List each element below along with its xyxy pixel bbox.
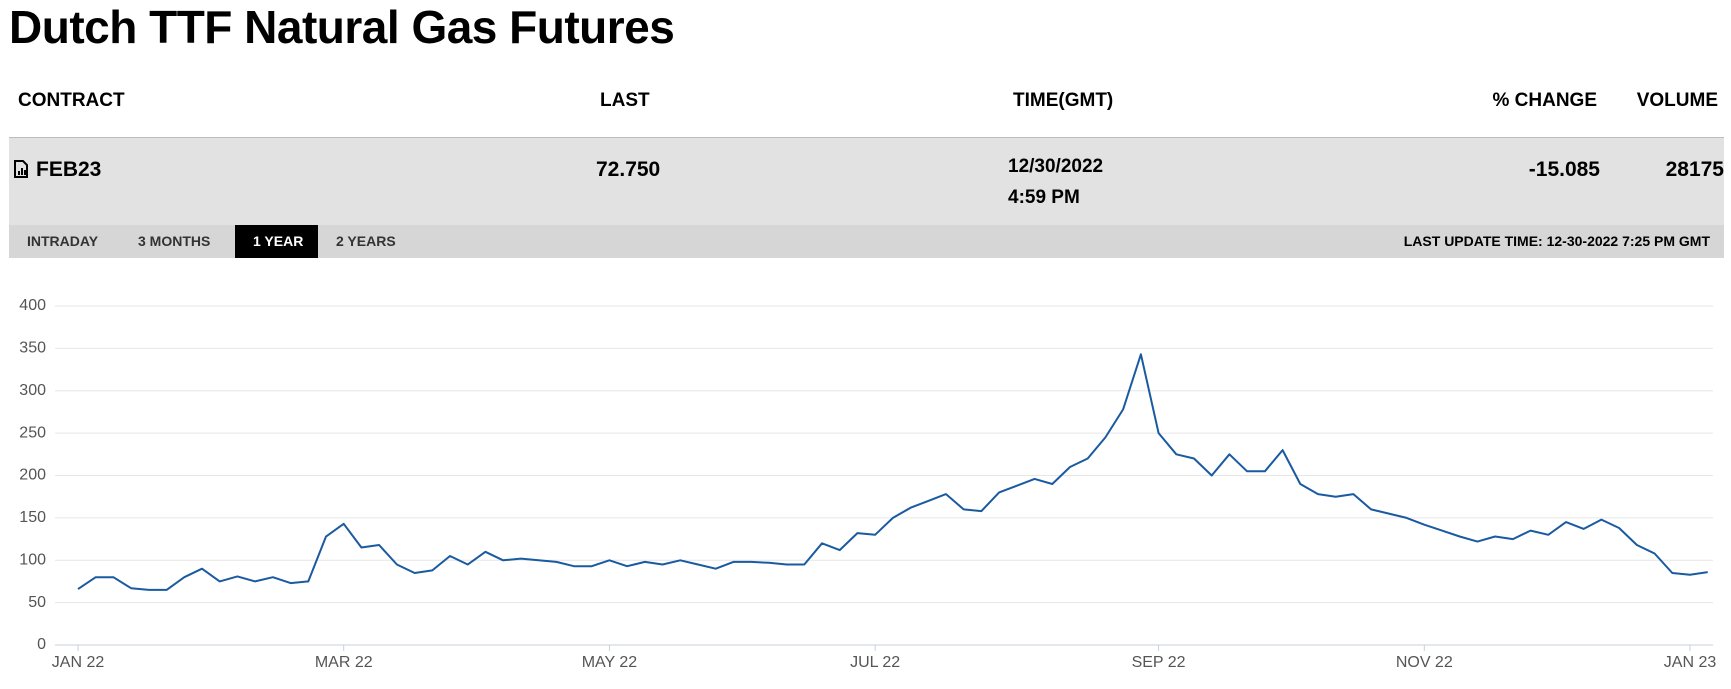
column-header: TIME(GMT) (1013, 90, 1114, 111)
y-tick-label: 0 (37, 636, 46, 653)
tab-bar: INTRADAY 3 MONTHS 1 YEAR 2 YEARS LAST UP… (9, 225, 1724, 258)
y-tick-label: 100 (19, 551, 46, 568)
column-header: CONTRACT (18, 90, 125, 111)
x-tick-label: NOV 22 (1396, 654, 1453, 671)
x-tick-label: SEP 22 (1132, 654, 1186, 671)
x-tick-label: JAN 22 (52, 654, 105, 671)
change: -15.085 (1528, 158, 1600, 181)
tab[interactable]: 2 YEARS (336, 233, 396, 249)
page-title: Dutch TTF Natural Gas Futures (9, 1, 675, 53)
column-header: LAST (600, 90, 650, 111)
tab[interactable]: 1 YEAR (235, 225, 318, 258)
column-header: % CHANGE (1492, 90, 1597, 111)
x-tick-label: MAY 22 (582, 654, 638, 671)
last: 72.750 (596, 158, 661, 181)
time: 4:59 PM (1008, 187, 1080, 208)
x-tick-label: JUL 22 (850, 654, 900, 671)
column-header: VOLUME (1636, 90, 1718, 111)
contract[interactable]: FEB23 (36, 158, 102, 181)
chart-icon[interactable] (13, 160, 29, 178)
y-tick-label: 150 (19, 509, 46, 526)
y-tick-label: 250 (19, 424, 46, 441)
price-line (77, 353, 1708, 591)
tab[interactable]: INTRADAY (27, 233, 99, 249)
x-tick-label: MAR 22 (315, 654, 373, 671)
y-tick-label: 300 (19, 382, 46, 399)
date: 12/30/2022 (1008, 156, 1104, 177)
x-tick-label: JAN 23 (1664, 654, 1717, 671)
volume: 28175 (1665, 158, 1724, 181)
y-tick-label: 400 (19, 297, 46, 314)
y-tick-label: 200 (19, 467, 46, 484)
y-tick-label: 50 (28, 594, 46, 611)
y-tick-label: 350 (19, 340, 46, 357)
tab[interactable]: 3 MONTHS (138, 233, 211, 249)
last-update: LAST UPDATE TIME: 12-30-2022 7:25 PM GMT (1403, 233, 1710, 249)
contract-row[interactable]: FEB23 72.750 12/30/2022 4:59 PM -15.085 … (9, 137, 1724, 225)
